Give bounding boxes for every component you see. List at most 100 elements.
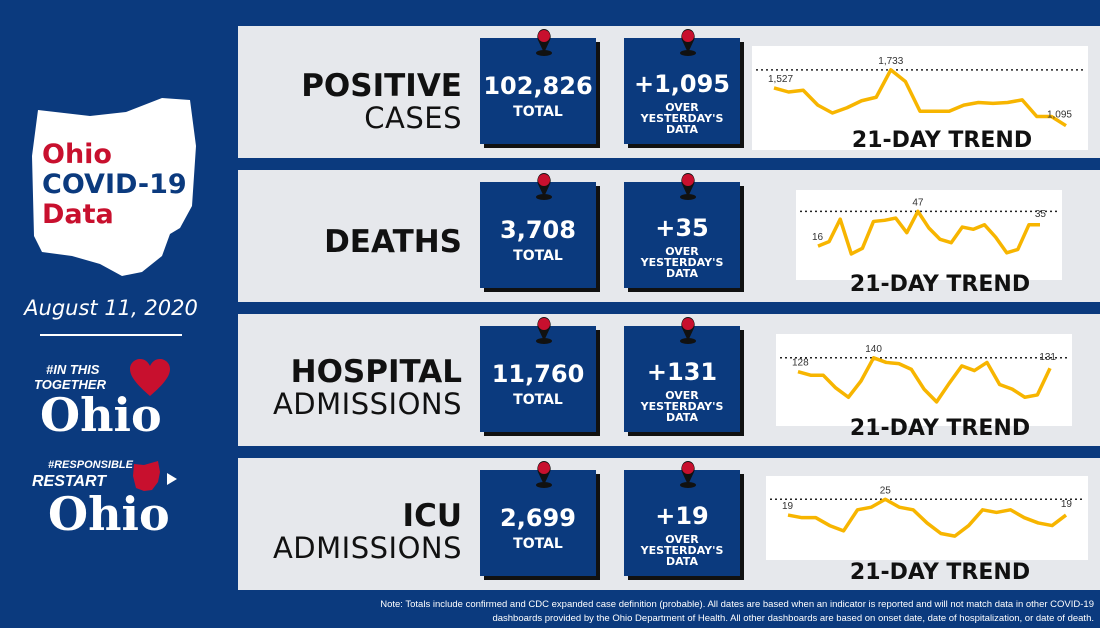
total-value: 11,760	[491, 360, 585, 388]
total-card: 102,826 TOTAL	[480, 29, 596, 144]
title-line-data: Data	[42, 199, 114, 230]
change-value: +35	[655, 214, 709, 242]
ohio-state-map-icon	[32, 98, 196, 276]
total-value: 2,699	[500, 504, 576, 532]
change-value: +19	[655, 502, 709, 530]
metric-label: HOSPITAL ADMISSIONS	[273, 356, 462, 420]
change-value: +131	[646, 358, 718, 386]
change-card: +1,095 OVER YESTERDAY'S DATA	[624, 29, 740, 144]
logo1-together: TOGETHER	[34, 377, 106, 392]
logo1-ohio: Ohio	[40, 388, 162, 442]
end-value-label: 1,095	[1047, 110, 1072, 121]
pushpin-icon	[536, 317, 552, 344]
change-label: OVER YESTERDAY'S DATA	[624, 102, 740, 135]
title-line-covid: COVID-19	[42, 169, 187, 200]
trend-title: 21-DAY TREND	[851, 128, 1033, 153]
metric-label-line-1: ICU	[402, 498, 462, 534]
trend-line	[797, 356, 1052, 404]
change-label-yesterday: YESTERDAY'S	[640, 256, 724, 269]
trend-line	[817, 209, 1040, 256]
trend-chart-svg: 1,527 1,733 1,095	[756, 56, 1084, 128]
change-label: OVER YESTERDAY'S DATA	[624, 246, 740, 279]
ohio-red-map-icon	[133, 461, 160, 491]
metric-label: ICU ADMISSIONS	[273, 500, 462, 564]
trend-line	[773, 68, 1067, 128]
footnote-line-1: Note: Totals include confirmed and CDC e…	[380, 599, 1094, 610]
total-label: TOTAL	[513, 536, 563, 552]
metric-label-line-2: ADMISSIONS	[272, 387, 462, 421]
report-date: August 11, 2020	[24, 296, 198, 320]
metric-label: DEATHS	[324, 226, 462, 258]
trend-title: 21-DAY TREND	[849, 560, 1031, 585]
trend-chart-svg: 128 140 131	[780, 344, 1068, 404]
trend-line	[787, 497, 1068, 538]
trend-chart-svg: 16 47 35	[800, 197, 1058, 256]
metric-label-line-1: DEATHS	[324, 224, 462, 260]
pushpin-icon	[680, 461, 696, 488]
pushpin-icon	[536, 29, 552, 56]
total-card: 11,760 TOTAL	[480, 317, 596, 432]
change-label-yesterday: YESTERDAY'S	[640, 112, 724, 125]
metric-label: POSITIVE CASES	[301, 70, 462, 134]
total-label: TOTAL	[513, 392, 563, 408]
logo1-hashtag: #IN THIS	[46, 362, 100, 377]
total-card: 3,708 TOTAL	[480, 173, 596, 288]
max-value-label: 1,733	[878, 56, 903, 67]
logo2-restart: RESTART	[32, 473, 107, 490]
start-value-label: 19	[782, 501, 794, 512]
pushpin-icon	[680, 29, 696, 56]
start-value-label: 1,527	[768, 74, 793, 85]
change-label-over: OVER	[665, 533, 699, 546]
play-arrow-icon	[167, 473, 177, 485]
change-value: +1,095	[633, 70, 731, 98]
pushpin-icon	[680, 173, 696, 200]
start-value-label: 16	[812, 232, 824, 243]
footnote: Note: Totals include confirmed and CDC e…	[250, 598, 1094, 626]
sidebar: Ohio COVID-19 Data August 11, 2020 #IN T…	[0, 0, 238, 628]
trend-title: 21-DAY TREND	[849, 416, 1031, 441]
change-label-data: DATA	[666, 267, 698, 280]
change-label: OVER YESTERDAY'S DATA	[624, 390, 740, 423]
metric-label-line-2: ADMISSIONS	[272, 531, 462, 565]
change-label-over: OVER	[665, 389, 699, 402]
end-value-label: 19	[1061, 499, 1073, 510]
change-card: +19 OVER YESTERDAY'S DATA	[624, 461, 740, 576]
total-label: TOTAL	[513, 248, 563, 264]
footnote-line-2: dashboards provided by the Ohio Departme…	[492, 613, 1094, 624]
change-label-data: DATA	[666, 123, 698, 136]
pushpin-icon	[680, 317, 696, 344]
trend-chart: 1,527 1,733 1,095	[752, 46, 1088, 150]
max-value-label: 25	[880, 485, 892, 496]
change-label-data: DATA	[666, 411, 698, 424]
trend-chart: 16 47 35	[796, 190, 1062, 280]
trend-title: 21-DAY TREND	[849, 272, 1031, 297]
in-this-together-ohio-logo: #IN THIS TOGETHER Ohio	[20, 359, 170, 442]
pushpin-icon	[536, 461, 552, 488]
change-label-data: DATA	[666, 555, 698, 568]
metric-label-line-2: CASES	[364, 101, 462, 135]
change-label-over: OVER	[665, 245, 699, 258]
change-card: +35 OVER YESTERDAY'S DATA	[624, 173, 740, 288]
total-label: TOTAL	[513, 104, 563, 120]
metric-label-line-1: HOSPITAL	[290, 354, 462, 390]
total-value: 102,826	[483, 72, 593, 100]
metric-label-line-1: POSITIVE	[301, 68, 462, 104]
trend-chart: 19 25 19	[766, 476, 1088, 560]
pushpin-icon	[536, 173, 552, 200]
dashboard-title: Ohio COVID-19 Data	[42, 140, 187, 230]
change-label: OVER YESTERDAY'S DATA	[624, 534, 740, 567]
start-value-label: 128	[792, 358, 809, 369]
responsible-restart-ohio-logo: #RESPONSIBLE RESTART Ohio	[20, 458, 177, 541]
divider	[40, 334, 182, 336]
max-value-label: 140	[865, 344, 882, 355]
logo2-ohio: Ohio	[48, 487, 170, 541]
total-card: 2,699 TOTAL	[480, 461, 596, 576]
end-value-label: 131	[1039, 352, 1056, 363]
max-value-label: 47	[912, 197, 924, 208]
trend-chart-svg: 19 25 19	[770, 485, 1084, 538]
total-value: 3,708	[500, 216, 576, 244]
end-value-label: 35	[1035, 209, 1047, 220]
title-line-ohio: Ohio	[42, 139, 112, 170]
logo2-hashtag: #RESPONSIBLE	[48, 459, 133, 471]
change-label-yesterday: YESTERDAY'S	[640, 400, 724, 413]
